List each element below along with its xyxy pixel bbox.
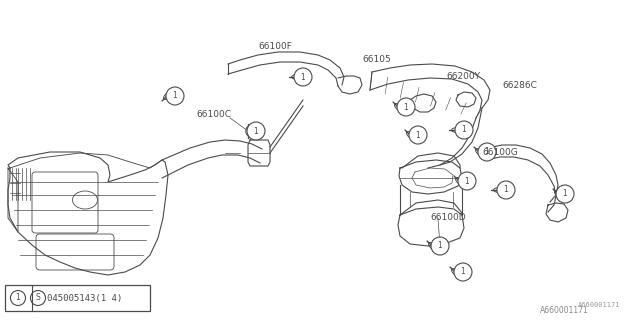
Circle shape	[431, 237, 449, 255]
Text: 1: 1	[484, 148, 490, 156]
Circle shape	[397, 98, 415, 116]
Circle shape	[166, 87, 184, 105]
Circle shape	[497, 181, 515, 199]
Text: 1: 1	[301, 73, 305, 82]
Circle shape	[556, 185, 574, 203]
Circle shape	[458, 172, 476, 190]
Text: A660001171: A660001171	[577, 302, 620, 308]
Text: 1: 1	[461, 125, 467, 134]
Text: A660001171: A660001171	[540, 306, 589, 315]
Circle shape	[478, 143, 496, 161]
Circle shape	[454, 263, 472, 281]
Circle shape	[455, 121, 473, 139]
Text: 66100F: 66100F	[258, 42, 292, 51]
Text: 66200Y: 66200Y	[446, 72, 480, 81]
Text: 1: 1	[253, 126, 259, 135]
Circle shape	[409, 126, 427, 144]
Text: 1: 1	[465, 177, 469, 186]
Text: 66100G: 66100G	[482, 148, 518, 157]
Text: 1: 1	[504, 186, 508, 195]
Text: 66286C: 66286C	[502, 81, 537, 90]
Text: 1: 1	[173, 92, 177, 100]
Text: 1: 1	[461, 268, 465, 276]
Circle shape	[294, 68, 312, 86]
Text: S: S	[36, 293, 40, 302]
Text: 66100D: 66100D	[430, 213, 466, 222]
Text: 045005143(1 4): 045005143(1 4)	[47, 293, 123, 302]
Circle shape	[247, 122, 265, 140]
Text: 66105: 66105	[362, 55, 391, 64]
Text: 1: 1	[563, 189, 568, 198]
Text: 1: 1	[438, 242, 442, 251]
Text: 1: 1	[415, 131, 420, 140]
Bar	[5, 285, 150, 311]
Text: 1: 1	[15, 293, 20, 302]
Text: 66100C: 66100C	[196, 110, 231, 119]
Text: 1: 1	[404, 102, 408, 111]
